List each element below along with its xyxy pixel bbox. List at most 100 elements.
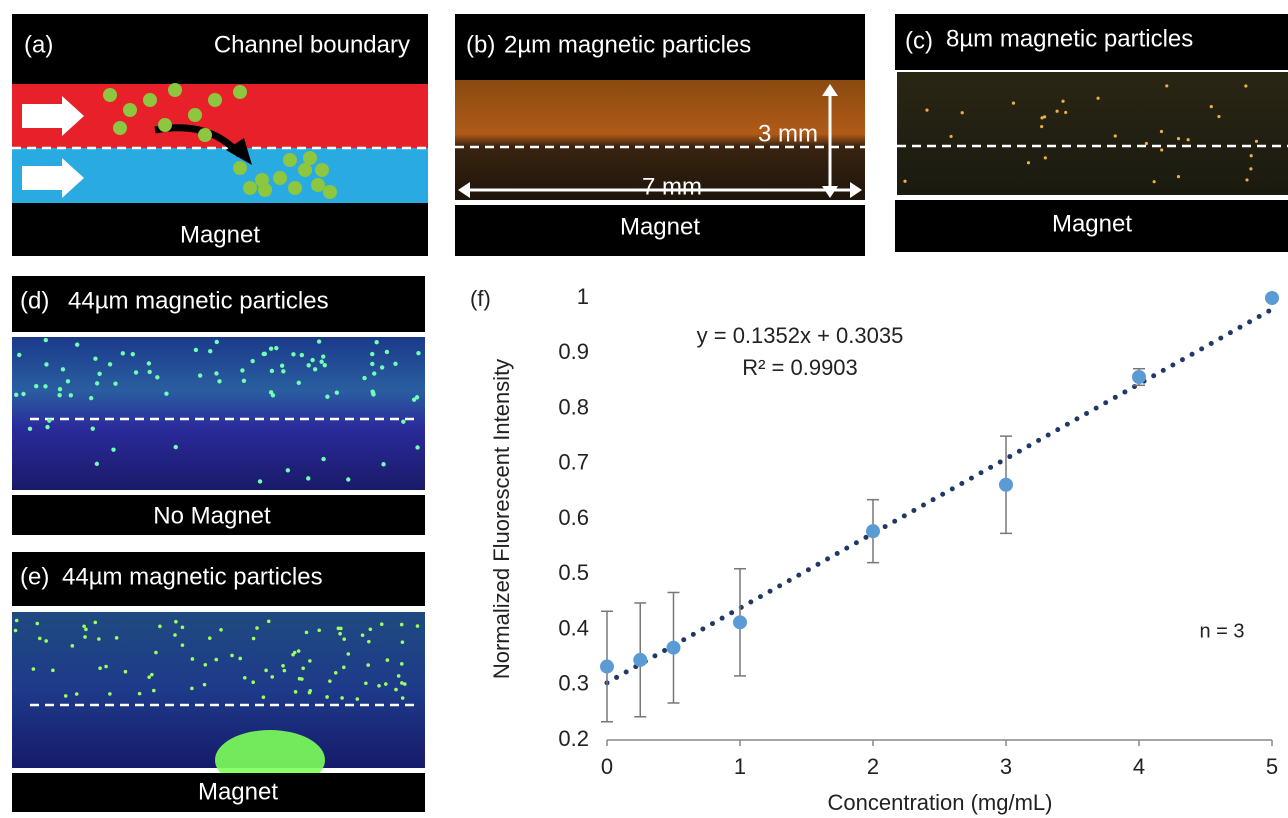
point (999, 477, 1013, 492)
y-tick-label: 0.8 (558, 394, 589, 419)
particle (219, 627, 223, 632)
particle (1209, 105, 1213, 109)
footer (895, 200, 1288, 252)
particle (202, 682, 207, 687)
particle (44, 639, 48, 643)
point (600, 659, 614, 674)
particle (312, 367, 318, 372)
particle (339, 626, 343, 631)
panel-label: (e) (20, 563, 49, 590)
y-tick-label: 0.6 (558, 505, 589, 530)
particle (317, 628, 322, 633)
particle (65, 379, 71, 384)
header (12, 552, 425, 606)
particle (1040, 125, 1044, 129)
panel-label: (b) (466, 31, 495, 58)
particle (1064, 110, 1068, 115)
particle (416, 351, 421, 356)
particle (113, 121, 127, 135)
panel-title: 44µm magnetic particles (62, 563, 323, 590)
particle (51, 668, 55, 673)
particle (1055, 109, 1059, 113)
particle (299, 352, 305, 358)
y-tick-label: 0.4 (558, 615, 589, 640)
particle (97, 637, 101, 641)
particle (1096, 96, 1100, 100)
particle (193, 347, 199, 353)
point (1265, 291, 1279, 305)
panel-title: Channel boundary (214, 31, 410, 58)
particle (27, 426, 33, 432)
particle (155, 375, 160, 380)
particle (396, 674, 401, 678)
arrowhead (850, 182, 862, 198)
panel-label: (c) (905, 27, 933, 54)
particle (1244, 84, 1248, 88)
panel-label: (d) (20, 287, 49, 314)
panel-label: (a) (24, 31, 53, 58)
particles (903, 84, 1259, 184)
particle (198, 128, 212, 142)
particle (321, 354, 326, 359)
panel-label: (f) (470, 286, 491, 311)
particle (321, 456, 326, 462)
panel-a: (a) Channel boundary Magnet (12, 14, 428, 256)
particle (903, 179, 907, 183)
particle (274, 345, 279, 351)
particle (1160, 148, 1164, 152)
particle (1011, 101, 1016, 105)
x-tick-label: 3 (1000, 754, 1012, 779)
x-tick-label: 2 (867, 754, 879, 779)
micrograph (897, 72, 1288, 195)
particle (31, 667, 36, 671)
particle (33, 383, 39, 389)
particle (143, 93, 157, 107)
particle (311, 178, 325, 192)
particle (113, 381, 118, 386)
particle (208, 349, 213, 354)
particle (304, 630, 309, 635)
particle (114, 636, 119, 640)
particle (1254, 139, 1259, 143)
point (1132, 370, 1146, 385)
particle (372, 371, 377, 376)
particle (251, 636, 256, 641)
particle (1245, 178, 1249, 182)
particle (310, 357, 315, 363)
particle (147, 675, 151, 679)
panel-b: (b) 2µm magnetic particles 3 mm 7 mm Mag… (455, 14, 865, 256)
particle (322, 362, 327, 368)
particle (319, 359, 324, 364)
particle (74, 692, 79, 696)
particle (190, 657, 195, 661)
particle (307, 690, 312, 695)
particle (291, 352, 296, 357)
particle (346, 477, 351, 482)
particle (282, 668, 287, 673)
y-tick-label: 0.5 (558, 560, 589, 585)
divider (455, 200, 865, 205)
particle (1249, 167, 1253, 171)
particle (1176, 136, 1181, 141)
particle (214, 657, 219, 662)
trendline (604, 306, 1275, 686)
equation: y = 0.1352x + 0.3035 (697, 323, 904, 348)
particle (173, 444, 178, 450)
particle (366, 663, 370, 667)
particle (273, 171, 287, 185)
y-tick-label: 0.7 (558, 450, 589, 475)
particle (233, 85, 247, 99)
particle (174, 619, 178, 624)
particle (107, 362, 113, 367)
micrograph (12, 612, 425, 768)
particle (298, 163, 312, 177)
particle (379, 365, 385, 370)
annotation: 3 mm (758, 120, 818, 147)
particle (399, 662, 404, 666)
particle (1249, 154, 1253, 158)
particle (292, 650, 297, 655)
panel-e: (e) 44µm magnetic particles Magnet (12, 552, 425, 812)
header (455, 14, 865, 80)
particle (296, 649, 301, 653)
